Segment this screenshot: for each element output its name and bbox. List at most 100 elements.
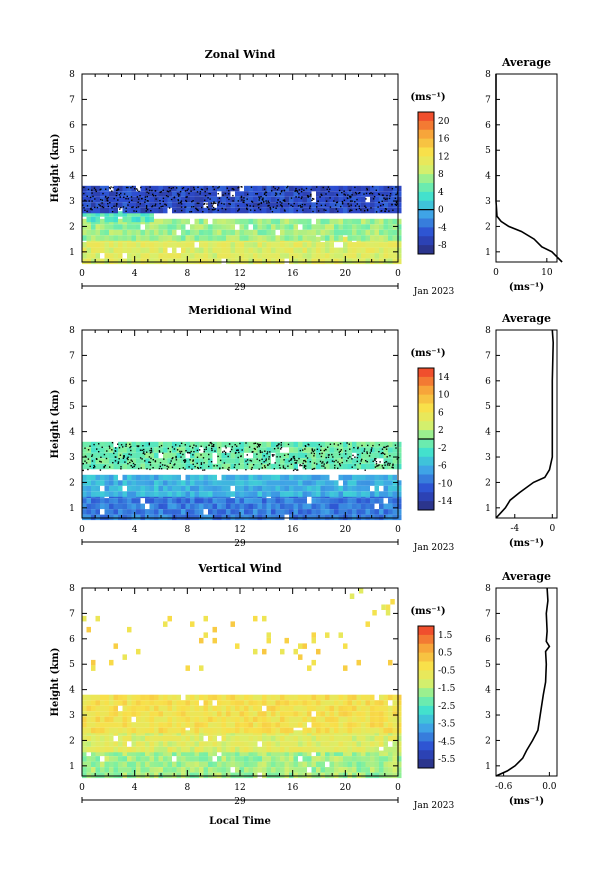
heatmap-cell: [244, 218, 249, 225]
contour-dot: [120, 206, 122, 209]
heatmap-cell: [361, 767, 366, 773]
contour-dot: [111, 442, 114, 444]
heatmap-cell: [95, 615, 100, 622]
heatmap-cell: [194, 491, 199, 497]
heatmap-cell: [194, 514, 199, 521]
heatmap-cell: [302, 756, 307, 762]
heatmap-cell: [230, 722, 235, 728]
heatmap-cell: [194, 727, 199, 734]
heatmap-cell: [266, 463, 271, 470]
heatmap-cell: [118, 722, 123, 728]
heatmap-cell: [361, 711, 366, 717]
heatmap-cell: [392, 485, 397, 492]
contour-dot: [382, 467, 384, 469]
heatmap-cell: [109, 458, 114, 464]
contour-dot: [149, 461, 152, 464]
heatmap-cell: [356, 242, 361, 248]
heatmap-cell: [397, 447, 402, 453]
heatmap-cell: [388, 218, 393, 225]
heatmap-cell: [163, 253, 168, 259]
heatmap-cell: [185, 207, 190, 214]
heatmap-cell: [262, 503, 267, 510]
contour-dot: [174, 210, 176, 212]
contour-dot: [279, 467, 281, 469]
heatmap-cell: [334, 727, 339, 734]
contour-dot: [210, 461, 213, 463]
heatmap-cell: [109, 216, 114, 223]
heatmap-cell: [113, 258, 118, 265]
heatmap-cell: [311, 474, 316, 481]
heatmap-cell: [374, 722, 379, 728]
heatmap-cell: [131, 741, 136, 747]
heatmap-cell: [365, 242, 370, 248]
heatmap-cell: [172, 509, 177, 515]
heatmap-cell: [370, 509, 375, 515]
heatmap-cell: [239, 191, 244, 197]
heatmap-cell: [212, 761, 217, 768]
heatmap-cell: [248, 480, 253, 486]
heatmap-cell: [383, 503, 388, 510]
heatmap-cell: [185, 700, 190, 706]
heatmap-cell: [221, 474, 226, 481]
contour-dot: [94, 189, 97, 191]
heatmap-cell: [109, 253, 114, 259]
heatmap-cell: [298, 452, 303, 459]
heatmap-cell: [365, 716, 370, 723]
heatmap-cell: [86, 694, 91, 701]
heatmap-cell: [167, 485, 172, 492]
heatmap-cell: [86, 498, 91, 504]
heatmap-cell: [118, 491, 123, 497]
heatmap-cell: [212, 235, 217, 241]
heatmap-cell: [383, 716, 388, 723]
heatmap-cell: [239, 235, 244, 241]
heatmap-cell: [208, 474, 213, 481]
heatmap-cell: [293, 716, 298, 723]
heatmap-cell: [140, 207, 145, 214]
heatmap-cell: [140, 746, 145, 753]
heatmap-cell: [185, 705, 190, 712]
heatmap-cell: [226, 474, 231, 481]
contour-dot: [397, 456, 400, 459]
heatmap-cell: [248, 191, 253, 197]
heatmap-cell: [379, 498, 384, 504]
heatmap-cell: [199, 767, 204, 773]
heatmap-cell: [140, 474, 145, 481]
heatmap-cell: [226, 746, 231, 753]
contour-dot: [385, 445, 388, 448]
heatmap-cell: [239, 258, 244, 265]
heatmap-cell: [329, 767, 334, 773]
heatmap-cell: [334, 452, 339, 459]
heatmap-cell: [325, 224, 330, 230]
heatmap-cell: [365, 711, 370, 717]
contour-dot: [358, 207, 361, 210]
heatmap-cell: [374, 191, 379, 197]
heatmap-cell: [271, 235, 276, 241]
heatmap-cell: [230, 694, 235, 701]
contour-dot: [336, 201, 339, 203]
y-tick-label: 8: [69, 326, 75, 336]
contour-dot: [281, 206, 283, 208]
heatmap-cell: [181, 767, 186, 773]
heatmap-cell: [131, 727, 136, 734]
heatmap-cell: [397, 750, 402, 757]
heatmap-cell: [365, 463, 370, 470]
heatmap-cell: [91, 480, 96, 486]
heatmap-cell: [91, 514, 96, 521]
heatmap-cell: [82, 756, 87, 762]
heatmap-cell: [163, 458, 168, 464]
heatmap-cell: [172, 503, 177, 510]
heatmap-cell: [374, 235, 379, 241]
heatmap-cell: [145, 452, 150, 459]
heatmap-cell: [167, 722, 172, 728]
heatmap-cell: [172, 247, 177, 254]
contour-dot: [224, 445, 227, 447]
heatmap-cell: [82, 722, 87, 728]
heatmap-cell: [392, 767, 397, 773]
heatmap-cell: [212, 498, 217, 504]
contour-dot: [91, 460, 94, 462]
heatmap-cell: [284, 735, 289, 742]
heatmap-cell: [149, 491, 154, 497]
contour-dot: [86, 205, 89, 207]
heatmap-cell: [221, 242, 226, 248]
heatmap-cell: [194, 218, 199, 225]
